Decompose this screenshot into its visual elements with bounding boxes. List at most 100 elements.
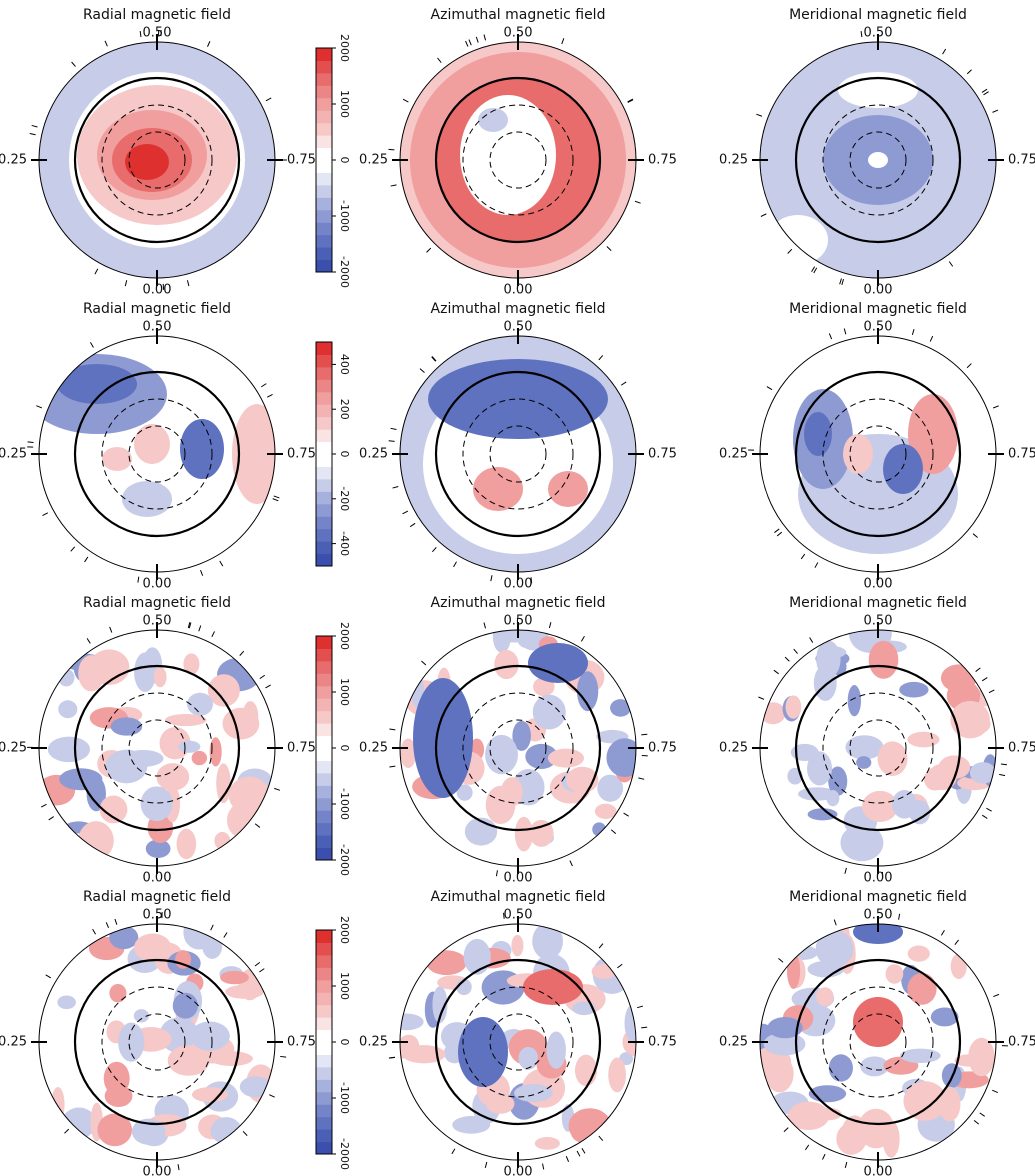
map bbox=[39, 42, 275, 278]
observation-tick bbox=[139, 31, 142, 38]
map-patch bbox=[478, 108, 508, 132]
map-patch bbox=[512, 720, 531, 751]
map-patch bbox=[58, 668, 75, 687]
observation-tick bbox=[774, 528, 780, 533]
map-patch bbox=[763, 1032, 806, 1056]
equator-circle bbox=[434, 370, 602, 538]
observation-tick bbox=[431, 356, 437, 362]
map-patch bbox=[899, 681, 929, 698]
colorbar-band bbox=[316, 1091, 332, 1105]
observation-tick bbox=[581, 1148, 586, 1154]
colorbar-band bbox=[316, 503, 332, 517]
map-patch bbox=[514, 1084, 553, 1102]
map-patch bbox=[877, 741, 908, 776]
colorbar-band bbox=[316, 967, 332, 981]
panel-title: Azimuthal magnetic field bbox=[431, 301, 606, 317]
map-patch bbox=[930, 1007, 959, 1027]
map-patch bbox=[103, 1061, 130, 1096]
map-patch bbox=[785, 695, 802, 719]
observation-tick bbox=[27, 441, 34, 443]
map-patch bbox=[813, 664, 837, 701]
map-patch bbox=[210, 1051, 253, 1067]
phase-label: 0.75 bbox=[648, 153, 677, 168]
colorbar-tick-label: 400 bbox=[338, 354, 351, 375]
observation-tick bbox=[86, 638, 91, 644]
phase-label: 0.25 bbox=[359, 741, 388, 756]
map-patch bbox=[624, 1003, 636, 1043]
observation-tick bbox=[784, 656, 790, 662]
phase-label: 0.75 bbox=[1008, 153, 1035, 168]
colorbar-band bbox=[316, 1129, 332, 1143]
observation-tick bbox=[92, 928, 96, 935]
observation-tick bbox=[71, 61, 76, 67]
map-patch bbox=[118, 1022, 145, 1062]
map-patch bbox=[97, 1113, 133, 1147]
colorbar-band bbox=[316, 122, 332, 136]
equator-circle bbox=[73, 958, 241, 1126]
colorbar-tick-label: 0 bbox=[338, 745, 351, 752]
colorbar-band bbox=[316, 259, 332, 273]
observation-tick bbox=[198, 625, 202, 632]
colorbar-band bbox=[316, 184, 332, 198]
observation-tick bbox=[800, 553, 806, 560]
map-patch bbox=[178, 740, 201, 753]
colorbar-tick-label: -2000 bbox=[338, 256, 351, 288]
map-patch bbox=[210, 1117, 242, 1145]
observation-tick bbox=[580, 636, 585, 642]
map-patch bbox=[608, 1057, 626, 1093]
observation-tick bbox=[986, 807, 992, 812]
observation-tick bbox=[490, 575, 493, 582]
colorbar-band bbox=[316, 516, 332, 530]
map-patch bbox=[907, 731, 940, 748]
colorbar-band bbox=[316, 785, 332, 799]
colorbar-band bbox=[316, 553, 332, 567]
observation-tick bbox=[598, 943, 604, 949]
colorbar-band bbox=[316, 1042, 332, 1055]
map-patch bbox=[209, 737, 222, 767]
colorbar-band bbox=[316, 735, 332, 749]
phase-label: 0.25 bbox=[359, 153, 388, 168]
observation-tick bbox=[606, 246, 612, 252]
colorbar-tick-label: -200 bbox=[338, 486, 351, 511]
latitude-circle bbox=[849, 425, 907, 483]
map-patch bbox=[102, 447, 132, 471]
colorbar-band bbox=[316, 354, 332, 368]
phase-label: 0.75 bbox=[287, 447, 316, 462]
observation-tick bbox=[105, 922, 110, 929]
map-patch bbox=[207, 674, 240, 707]
latitude-circle bbox=[489, 719, 547, 777]
colorbar-band bbox=[316, 648, 332, 662]
map-patch bbox=[868, 152, 888, 168]
colorbar-band bbox=[316, 1116, 332, 1130]
map-patch bbox=[191, 1087, 229, 1103]
colorbar-band bbox=[316, 416, 332, 430]
colorbar-band bbox=[316, 1066, 332, 1080]
map-patch bbox=[428, 359, 608, 439]
map-patch bbox=[548, 471, 588, 507]
colorbar-band bbox=[316, 847, 332, 861]
map-patch bbox=[180, 419, 224, 479]
observation-tick bbox=[860, 31, 863, 38]
map-patch bbox=[109, 983, 127, 1003]
latitude-circle bbox=[489, 1013, 547, 1071]
map-patch bbox=[165, 713, 207, 727]
colorbar-tick-label: -1000 bbox=[338, 200, 351, 232]
observation-tick bbox=[758, 696, 765, 700]
phase-label: 0.75 bbox=[1008, 741, 1035, 756]
observation-tick bbox=[84, 556, 89, 563]
map-patch bbox=[432, 986, 448, 1024]
colorbar-band bbox=[316, 1029, 332, 1043]
colorbar-band bbox=[316, 822, 332, 836]
observation-tick bbox=[766, 386, 773, 391]
colorbar-band bbox=[316, 209, 332, 223]
map-patch bbox=[807, 808, 838, 821]
phase-label: 0.00 bbox=[504, 283, 533, 298]
observation-tick bbox=[839, 278, 842, 285]
observation-tick bbox=[627, 98, 634, 103]
map-patch bbox=[494, 649, 519, 680]
observation-tick bbox=[188, 622, 192, 629]
equator-circle bbox=[73, 76, 241, 244]
colorbar-band bbox=[316, 1104, 332, 1118]
observation-tick bbox=[981, 814, 988, 819]
